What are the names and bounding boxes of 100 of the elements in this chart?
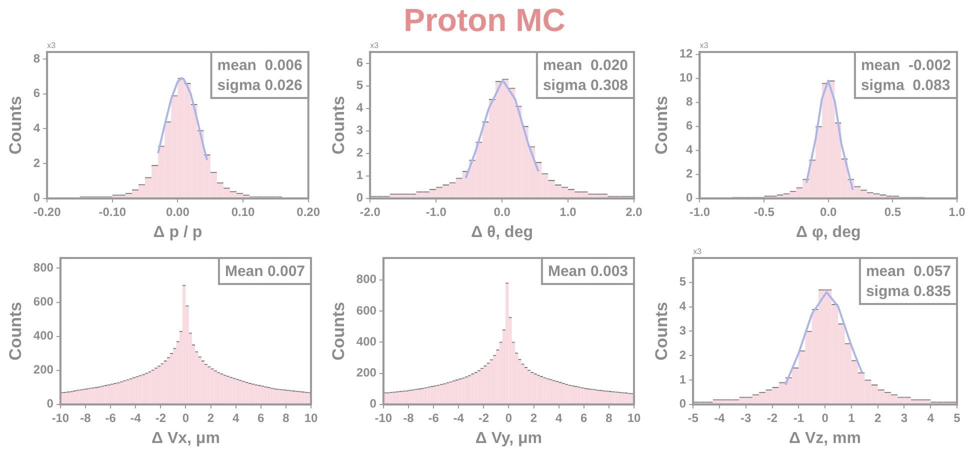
y-tick-label: 600 — [356, 303, 377, 318]
y-axis-title: Counts — [328, 302, 348, 360]
x-axis-title: Δ Vy, μm — [475, 430, 542, 447]
x-axis-title: Δ p / p — [153, 224, 202, 241]
x-tick-label: -2 — [155, 410, 166, 425]
x-tick-label: 1.0 — [948, 204, 966, 219]
y-tick-label: 2 — [686, 166, 694, 181]
x-tick-label: -0.10 — [98, 204, 126, 219]
y-tick-label: 0 — [370, 396, 377, 411]
x-tick-label: -2.0 — [360, 204, 381, 219]
x-tick-label: -1 — [793, 410, 804, 425]
x-tick-label: -8 — [80, 410, 92, 425]
y-axis-title: Counts — [6, 96, 25, 154]
y-tick-label: 4 — [33, 121, 40, 135]
x-tick-label: -4 — [130, 410, 142, 425]
text: x3 — [47, 41, 56, 50]
y-tick-label: 6 — [356, 56, 364, 70]
x-tick-label: 8 — [282, 410, 290, 425]
x-tick-label: 10 — [627, 410, 641, 425]
x-tick-label: -4 — [714, 410, 726, 425]
x-tick-label: -1.0 — [426, 204, 447, 219]
y-tick-label: 2 — [33, 156, 40, 170]
y-tick-label: 0 — [686, 190, 694, 205]
annotation: sigma 0.026 — [217, 77, 302, 94]
x-tick-label: 3 — [900, 410, 908, 425]
x-tick-label: 8 — [606, 410, 613, 425]
y-tick-label: 400 — [33, 328, 54, 343]
annotation: sigma 0.083 — [860, 77, 950, 94]
y-axis-title: Counts — [6, 302, 25, 360]
annotation: mean 0.020 — [542, 57, 628, 74]
x-tick-label: 2 — [530, 410, 538, 425]
chart-title: Proton MC — [402, 1, 566, 40]
x-tick-label: -0.5 — [754, 204, 775, 219]
x-tick-label: -3 — [740, 410, 752, 425]
text: x3 — [370, 41, 380, 50]
x-tick-label: -8 — [403, 410, 414, 425]
x-axis-title: Δ θ, deg — [471, 224, 534, 241]
y-tick-label: 4 — [686, 142, 694, 157]
annotation: mean 0.006 — [217, 57, 302, 74]
x-tick-label: 4 — [927, 410, 934, 425]
y-tick-label: 1 — [356, 168, 364, 182]
annotation: mean -0.002 — [860, 57, 952, 74]
y-tick-label: 800 — [356, 272, 377, 286]
y-tick-label: 2 — [356, 146, 364, 160]
y-tick-label: 600 — [33, 294, 54, 309]
x-tick-label: 2 — [207, 410, 214, 425]
x-tick-label: 0.10 — [231, 204, 256, 219]
annotation: Mean 0.007 — [224, 263, 305, 280]
text: x3 — [700, 41, 709, 50]
x-tick-label: 0.0 — [494, 204, 511, 219]
y-tick-label: 400 — [356, 334, 377, 348]
x-tick-label: -10 — [374, 410, 392, 425]
y-tick-label: 10 — [679, 70, 694, 85]
y-tick-label: 4 — [356, 100, 364, 115]
annotation: sigma 0.308 — [542, 77, 628, 94]
x-tick-label: 2 — [874, 410, 882, 425]
x-tick-label: 0.00 — [166, 204, 190, 219]
y-axis-title: Counts — [328, 96, 348, 154]
x-axis-title: Δ φ, deg — [796, 224, 861, 241]
y-tick-label: 2 — [679, 348, 686, 362]
y-tick-label: 0 — [679, 396, 686, 411]
y-tick-label: 800 — [33, 260, 54, 275]
y-tick-label: 200 — [33, 362, 54, 377]
y-tick-label: 8 — [33, 51, 40, 66]
y-tick-label: 4 — [679, 299, 686, 314]
y-tick-label: 200 — [356, 366, 377, 380]
y-tick-label: 8 — [686, 94, 694, 109]
annotation: sigma 0.835 — [866, 283, 952, 300]
y-tick-label: 0 — [356, 190, 364, 205]
x-tick-label: 4 — [232, 410, 240, 425]
x-tick-label: -2 — [478, 410, 490, 425]
y-tick-label: 5 — [356, 78, 364, 92]
y-tick-label: 6 — [33, 86, 40, 100]
y-tick-label: 0 — [33, 190, 40, 205]
x-tick-label: -2 — [766, 410, 778, 425]
x-tick-label: 0 — [822, 410, 829, 425]
x-tick-label: 0.20 — [296, 204, 320, 219]
annotation: mean 0.057 — [866, 263, 952, 280]
y-tick-label: 1 — [679, 372, 686, 386]
x-tick-label: 6 — [580, 410, 588, 425]
x-tick-label: -5 — [688, 410, 699, 425]
x-tick-label: -0.20 — [33, 204, 62, 219]
x-tick-label: -10 — [52, 410, 70, 425]
x-tick-label: 1.0 — [560, 204, 577, 219]
x-tick-label: 6 — [258, 410, 265, 425]
text: x3 — [693, 247, 702, 256]
x-tick-label: 4 — [555, 410, 562, 425]
x-tick-label: -4 — [453, 410, 464, 425]
x-tick-label: 0.5 — [884, 204, 902, 219]
x-tick-label: 1 — [848, 410, 856, 425]
x-axis-title: Δ Vz, mm — [789, 430, 862, 447]
x-tick-label: 10 — [304, 410, 318, 425]
y-tick-label: 12 — [679, 46, 694, 61]
x-tick-label: -6 — [428, 410, 440, 425]
annotation: Mean 0.003 — [548, 263, 628, 280]
y-tick-label: 5 — [679, 274, 686, 289]
x-tick-label: 0 — [505, 410, 512, 425]
y-tick-label: 6 — [686, 118, 694, 133]
x-tick-label: 5 — [954, 410, 961, 425]
x-axis-title: Δ Vx, μm — [152, 430, 220, 447]
